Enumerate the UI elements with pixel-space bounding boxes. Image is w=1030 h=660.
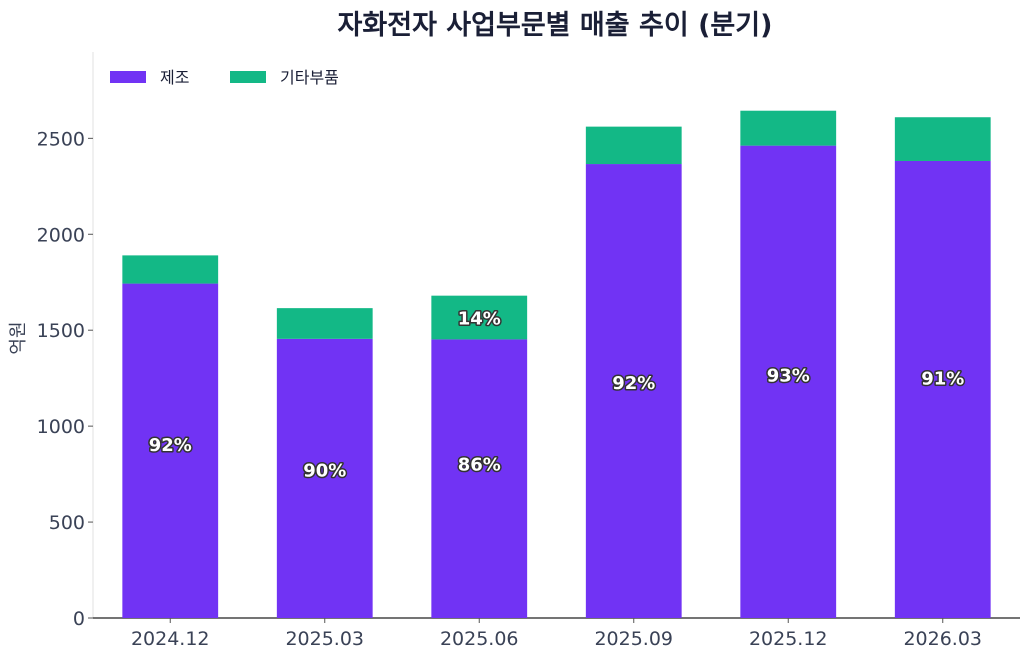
x-tick-label: 2025.06 bbox=[440, 628, 519, 650]
x-tick-label: 2026.03 bbox=[903, 628, 982, 650]
x-tick-label: 2025.03 bbox=[285, 628, 364, 650]
y-tick-label: 1500 bbox=[37, 320, 85, 342]
x-tick-label: 2025.12 bbox=[749, 628, 828, 650]
x-tick-label: 2024.12 bbox=[131, 628, 210, 650]
y-tick-label: 500 bbox=[49, 512, 85, 534]
bar-other-parts bbox=[740, 110, 837, 146]
bar-manufacturing bbox=[585, 164, 682, 618]
data-label: 14% bbox=[458, 309, 501, 330]
plot-area: 0 500 1000 1500 2000 2500 92% 2024.12 90% 2025.03… bbox=[37, 52, 1020, 650]
data-label: 86% bbox=[458, 454, 501, 475]
y-tick-label: 0 bbox=[73, 608, 85, 630]
y-tick-label: 2000 bbox=[37, 224, 85, 246]
chart-title: 자화전자 사업부문별 매출 추이 (분기) bbox=[338, 10, 773, 41]
y-tick-label: 2500 bbox=[37, 128, 85, 150]
data-label: 92% bbox=[149, 435, 192, 456]
bar-other-parts bbox=[122, 255, 219, 284]
bar-manufacturing bbox=[122, 283, 219, 618]
bar-manufacturing bbox=[276, 338, 373, 618]
bar-other-parts bbox=[431, 295, 528, 340]
data-label: 92% bbox=[612, 373, 655, 394]
bar-other-parts bbox=[585, 126, 682, 165]
y-axis-label: 억원 bbox=[8, 321, 29, 354]
x-tick-label: 2025.09 bbox=[594, 628, 673, 650]
data-label: 90% bbox=[303, 460, 346, 481]
bar-other-parts bbox=[894, 117, 991, 161]
legend-label: 기타부품 bbox=[280, 68, 339, 87]
legend: 제조 기타부품 bbox=[110, 68, 339, 87]
bar-other-parts bbox=[276, 308, 373, 339]
data-label: 93% bbox=[767, 366, 810, 387]
data-label: 91% bbox=[921, 369, 964, 390]
y-tick-label: 1000 bbox=[37, 416, 85, 438]
bar-manufacturing bbox=[740, 145, 837, 619]
bar-manufacturing bbox=[431, 339, 528, 618]
legend-label: 제조 bbox=[160, 68, 189, 87]
legend-swatch bbox=[110, 71, 146, 83]
legend-swatch bbox=[230, 71, 266, 83]
bar-manufacturing bbox=[894, 160, 991, 618]
